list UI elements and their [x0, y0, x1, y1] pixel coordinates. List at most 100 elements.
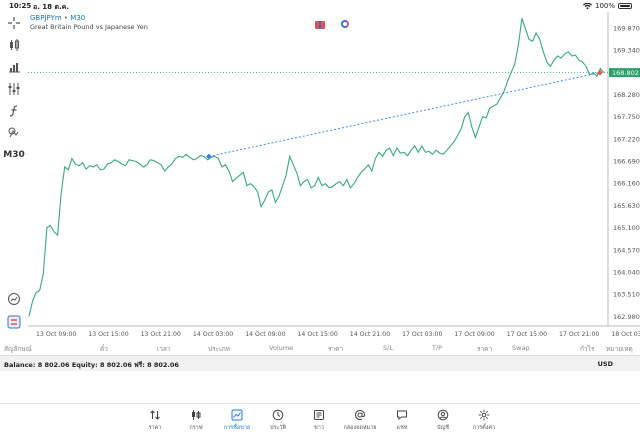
account-summary-row: Balance: 8 802.06 Equity: 8 802.06 ฟรี: …	[0, 356, 640, 371]
trendline	[208, 72, 601, 157]
nav-quotes[interactable]: ราคา	[138, 409, 172, 432]
symbol-name: GBPJPYm	[30, 14, 62, 22]
status-right: 100%	[582, 2, 632, 10]
time-tick-label: 14 Oct 21:00	[350, 331, 390, 338]
bottom-navigation: ราคา กราฟ การซื้อขาย ประวัติ ข่าว กล่องจ…	[0, 403, 640, 448]
price-tick-label: 165.100	[613, 224, 640, 232]
time-axis: 13 Oct 09:00 13 Oct 15:00 13 Oct 21:00 14 O…	[36, 331, 640, 338]
nav-label: การซื้อขาย	[223, 425, 251, 431]
price-tick-label: 166.690	[613, 158, 640, 166]
price-tick-label: 169.340	[613, 47, 640, 55]
nav-account[interactable]: บัญชี	[426, 409, 460, 432]
battery-percent: 100%	[594, 2, 615, 10]
nav-chat[interactable]: แชท	[385, 409, 419, 432]
time-tick-label: 17 Oct 15:00	[507, 331, 547, 338]
col-current-price[interactable]: ราคา	[477, 345, 493, 353]
price-tick-label: 167.220	[613, 135, 640, 143]
news-icon	[314, 410, 324, 420]
time-tick-label: 14 Oct 09:00	[245, 331, 285, 338]
objects-icon[interactable]	[4, 124, 24, 142]
bar-chart-icon[interactable]	[4, 58, 24, 76]
price-tick-label: 167.750	[613, 113, 640, 121]
price-tick-label: 164.040	[613, 268, 640, 276]
time-tick-label: 17 Oct 09:00	[454, 331, 494, 338]
time-tick-label: 14 Oct 03:00	[193, 331, 233, 338]
col-symbol[interactable]: สัญลักษณ์	[4, 345, 32, 353]
nav-label: แชท	[396, 425, 408, 431]
col-time[interactable]: เวลา	[157, 345, 171, 353]
price-series-line	[28, 18, 605, 317]
wifi-icon	[582, 2, 592, 9]
account-icon	[437, 409, 449, 421]
trade-icon	[231, 409, 243, 421]
price-tick-label: 166.160	[613, 180, 640, 188]
col-profit[interactable]: กำไร	[580, 345, 595, 353]
price-axis: 169.870 169.340 168.280 167.750 167.220 166.6…	[613, 24, 640, 320]
col-tp[interactable]: T/P	[432, 344, 443, 352]
trendline-handles[interactable]	[206, 69, 603, 160]
flag-icon[interactable]	[4, 313, 24, 331]
symbol-separator: •	[63, 14, 69, 22]
col-swap[interactable]: Swap	[512, 344, 530, 352]
time-tick-label: 13 Oct 21:00	[141, 331, 181, 338]
chat-icon	[397, 410, 407, 421]
history-icon	[272, 409, 284, 421]
current-price-tag: 168.802	[609, 68, 640, 78]
indicators-icon[interactable]	[4, 80, 24, 98]
nav-news[interactable]: ข่าว	[302, 409, 336, 432]
charts-icon	[192, 410, 201, 420]
time-tick-label: 13 Oct 15:00	[88, 331, 128, 338]
status-date: อ. 18 ต.ค.	[33, 3, 70, 11]
col-comment[interactable]: หมายเหตุ	[606, 345, 633, 353]
battery-icon	[618, 3, 632, 9]
symbol-timeframe: M30	[70, 14, 86, 22]
col-type[interactable]: ประเภท	[208, 345, 230, 353]
nav-label: บัญชี	[437, 425, 449, 431]
candles-icon[interactable]	[4, 36, 24, 54]
timeframe-label[interactable]: M30	[3, 150, 25, 160]
time-tick-label: 18 Oct 03:00	[611, 331, 640, 338]
crosshair-icon[interactable]	[4, 14, 24, 32]
function-icon[interactable]	[4, 102, 24, 120]
price-tick-label: 165.630	[613, 202, 640, 210]
nav-charts[interactable]: กราฟ	[179, 409, 213, 432]
mailbox-icon	[355, 409, 366, 420]
account-currency: USD	[597, 360, 613, 368]
trade-table-header: สัญลักษณ์ ตั๋ว เวลา ประเภท Volume ราคา S…	[0, 340, 640, 356]
nav-label: กล่องจดหมาย	[343, 425, 377, 431]
col-price[interactable]: ราคา	[328, 345, 344, 353]
chart-area[interactable]: GBPJPYm • M30 Great Britain Pound vs Jap…	[28, 12, 640, 340]
symbol-header: GBPJPYm • M30	[30, 14, 85, 22]
price-tick-label: 163.510	[613, 291, 640, 299]
time-tick-label: 14 Oct 15:00	[298, 331, 338, 338]
col-ticket[interactable]: ตั๋ว	[100, 345, 108, 353]
trendline-start-handle[interactable]	[206, 153, 212, 160]
col-sl[interactable]: S/L	[383, 344, 393, 352]
time-tick-label: 17 Oct 03:00	[402, 331, 442, 338]
nav-mailbox[interactable]: กล่องจดหมาย	[343, 409, 377, 432]
price-tick-label: 169.870	[613, 24, 640, 32]
nav-history[interactable]: ประวัติ	[261, 409, 295, 432]
nav-label: กราฟ	[189, 425, 203, 431]
one-click-trading-icon[interactable]	[315, 21, 325, 29]
balance-summary: Balance: 8 802.06 Equity: 8 802.06 ฟรี: …	[4, 361, 179, 369]
time-icon[interactable]	[4, 290, 24, 308]
nav-label: ราคา	[148, 425, 162, 431]
col-volume[interactable]: Volume	[269, 344, 294, 352]
settings-icon	[478, 409, 490, 421]
status-time: 10:25	[9, 2, 32, 10]
price-tick-label: 164.570	[613, 246, 640, 254]
nav-label: การตั้งค่า	[472, 425, 496, 431]
nav-settings[interactable]: การตั้งค่า	[467, 409, 501, 432]
symbol-description: Great Britain Pound vs Japanese Yen	[30, 23, 148, 31]
nav-label: ประวัติ	[269, 425, 287, 431]
quotes-icon	[150, 410, 160, 420]
time-tick-label: 17 Oct 21:00	[559, 331, 599, 338]
market-status-icon[interactable]	[341, 20, 349, 28]
nav-label: ข่าว	[314, 425, 324, 431]
nav-trade[interactable]: การซื้อขาย	[220, 409, 254, 432]
price-tick-label: 168.280	[613, 91, 640, 99]
trendline-end-handle[interactable]	[597, 69, 603, 76]
time-tick-label: 13 Oct 09:00	[36, 331, 76, 338]
price-chart: 169.870 169.340 168.280 167.750 167.220 166.6…	[28, 12, 640, 338]
